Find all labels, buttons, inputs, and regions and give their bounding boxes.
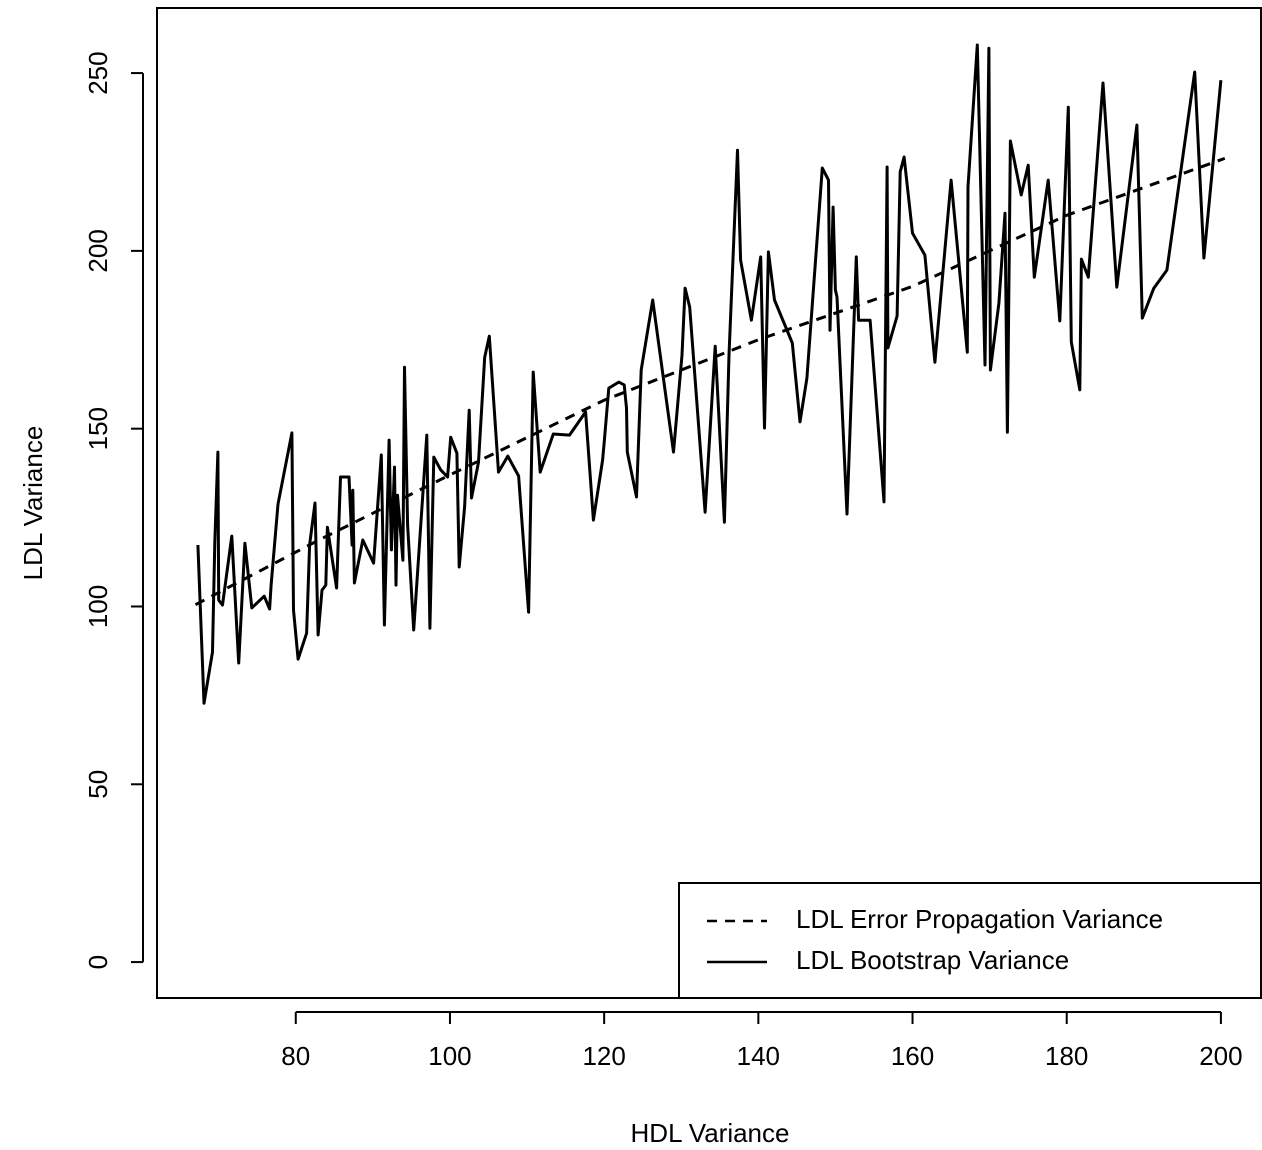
x-tick-label: 180 — [1045, 1041, 1088, 1071]
y-tick-label: 200 — [83, 229, 113, 272]
x-tick-label: 140 — [737, 1041, 780, 1071]
y-tick-label: 250 — [83, 51, 113, 94]
plot-frame — [156, 7, 1262, 999]
y-tick-label: 100 — [83, 585, 113, 628]
x-tick-label: 200 — [1199, 1041, 1242, 1071]
x-tick-label: 120 — [582, 1041, 625, 1071]
legend-label: LDL Bootstrap Variance — [796, 945, 1069, 975]
series-line — [196, 43, 1223, 705]
x-tick-label: 100 — [428, 1041, 471, 1071]
x-axis-title: HDL Variance — [631, 1118, 790, 1148]
y-axis-title: LDL Variance — [18, 426, 48, 581]
y-tick-label: 50 — [83, 770, 113, 799]
legend-label: LDL Error Propagation Variance — [796, 904, 1163, 934]
legend-box — [678, 882, 1262, 999]
y-tick-label: 150 — [83, 407, 113, 450]
x-tick-label: 80 — [281, 1041, 310, 1071]
x-tick-label: 160 — [891, 1041, 934, 1071]
legend: LDL Error Propagation Variance LDL Bootst… — [678, 882, 1262, 999]
y-tick-label: 0 — [83, 955, 113, 969]
